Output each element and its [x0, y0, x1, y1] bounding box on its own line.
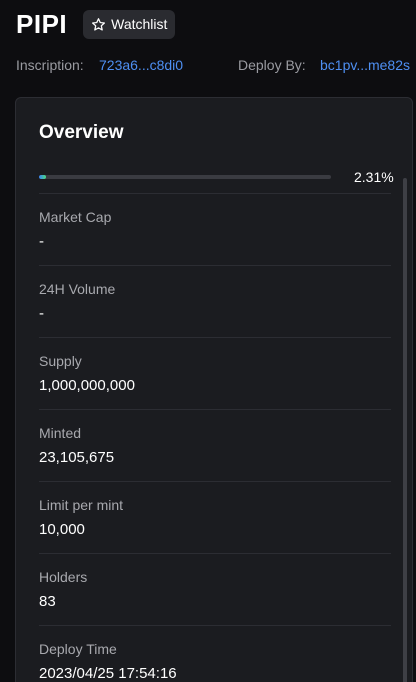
stat-value: 83 — [39, 593, 56, 610]
stat-label: Market Cap — [39, 209, 112, 225]
deploy-by-label: Deploy By: — [238, 57, 306, 73]
stat-value: - — [39, 233, 44, 250]
stat-24h-volume: 24H Volume - — [39, 265, 391, 337]
watchlist-button[interactable]: Watchlist — [83, 9, 176, 39]
stat-supply: Supply 1,000,000,000 — [39, 337, 391, 409]
deployer-address-link[interactable]: bc1pv...me82s — [320, 57, 411, 73]
watchlist-label: Watchlist — [111, 16, 168, 32]
token-name: PIPI — [16, 8, 68, 39]
stat-value: 2023/04/25 17:54:16 — [39, 665, 177, 682]
stat-label: Deploy Time — [39, 641, 117, 657]
stat-holders: Holders 83 — [39, 553, 391, 625]
stat-label: Holders — [39, 569, 88, 585]
stat-value: 23,105,675 — [39, 449, 115, 466]
overview-title: Overview — [39, 122, 124, 143]
mint-progress-percent: 2.31% — [354, 169, 394, 185]
stat-label: 24H Volume — [39, 281, 116, 297]
stat-minted: Minted 23,105,675 — [39, 409, 391, 481]
stat-value: 10,000 — [39, 521, 85, 538]
stat-value: - — [39, 305, 44, 322]
overview-scrollbar[interactable] — [403, 178, 407, 682]
stat-label: Limit per mint — [39, 497, 124, 513]
stat-market-cap: Market Cap - — [39, 193, 391, 265]
token-meta-row: Inscription: 723a6...c8di0 Deploy By: bc… — [16, 57, 410, 75]
star-icon — [91, 17, 106, 32]
mint-progress-bar — [39, 175, 331, 179]
inscription-label: Inscription: — [16, 57, 84, 73]
stat-label: Supply — [39, 353, 82, 369]
stat-label: Minted — [39, 425, 82, 441]
stat-value: 1,000,000,000 — [39, 377, 135, 394]
stat-deploy-time: Deploy Time 2023/04/25 17:54:16 — [39, 625, 391, 682]
overview-stats-list: Market Cap - 24H Volume - Supply 1,000,0… — [39, 193, 391, 682]
mint-progress-fill — [39, 175, 46, 179]
overview-card: Overview 2.31% Market Cap - 24H Volume -… — [15, 97, 413, 682]
stat-limit-per-mint: Limit per mint 10,000 — [39, 481, 391, 553]
inscription-link[interactable]: 723a6...c8di0 — [99, 57, 184, 73]
token-header: PIPI Watchlist — [16, 8, 176, 40]
